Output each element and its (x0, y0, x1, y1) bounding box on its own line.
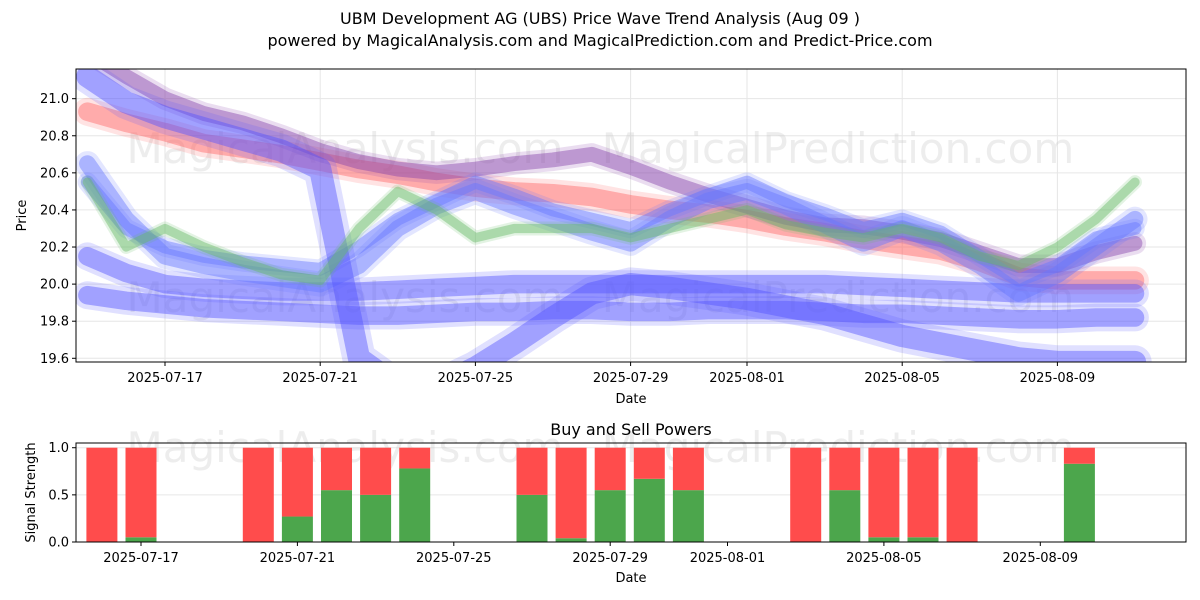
y-tick-label: 20.6 (40, 166, 69, 181)
x-tick-label: 2025-08-01 (709, 371, 785, 386)
buy-bar (594, 490, 626, 542)
buy-bar (868, 537, 900, 542)
sell-bar (594, 447, 626, 491)
buy-bar (281, 516, 313, 542)
buy-bar (555, 538, 587, 542)
blue-drop-band (76, 69, 1147, 362)
blue-wave-2-halo (77, 172, 1145, 291)
green-band-halo (80, 175, 1142, 288)
x-tick-label: 2025-08-09 (1020, 371, 1096, 386)
watermark: MagicalPrediction.com (602, 124, 1075, 173)
blue-wave-1 (79, 155, 1144, 302)
chart-subtitle: powered by MagicalAnalysis.com and Magic… (267, 31, 933, 50)
blue-drop-band-halo (76, 69, 1152, 362)
buy-bar (633, 478, 665, 542)
y-axis-label: Signal Strength (24, 442, 39, 542)
y-tick-label: 20.8 (40, 129, 69, 144)
x-tick-label: 2025-07-17 (127, 371, 203, 386)
y-tick-label: 20.0 (40, 278, 69, 293)
y-tick-label: 20.4 (40, 203, 69, 218)
x-tick-label: 2025-07-17 (103, 551, 179, 566)
watermark: MagicalAnalysis.com (127, 124, 564, 173)
price-plot: MagicalAnalysis.com MagicalPrediction.com… (15, 68, 1187, 407)
buy-bar (516, 494, 548, 542)
blue-low-band-halo (76, 281, 1149, 334)
sell-bar (125, 447, 157, 538)
buy-bar (1063, 463, 1095, 542)
sell-bar (907, 447, 939, 538)
sell-bar (790, 447, 822, 542)
band-group (76, 69, 1152, 362)
purple-band-halo (93, 69, 1147, 277)
buy-bar (321, 490, 352, 542)
sell-bar (86, 447, 118, 542)
blue-wave-1-halo (76, 151, 1148, 306)
plot-frame (75, 442, 1187, 543)
y-tick-label: 19.8 (40, 315, 69, 330)
buy-bar (829, 490, 861, 542)
buy-bar (399, 468, 431, 542)
sell-bar (1063, 447, 1095, 464)
watermark: MagicalAnalysis.com (127, 273, 564, 322)
sell-bar (633, 447, 665, 479)
blue-wave-2 (80, 175, 1142, 287)
blue-mid-band-halo (76, 242, 1149, 308)
x-tick-label: 2025-07-21 (260, 551, 336, 566)
green-band (82, 177, 1140, 286)
x-axis-label: Date (615, 392, 646, 407)
sell-bar (242, 447, 274, 542)
y-tick-label: 20.2 (40, 241, 69, 256)
blue-mid-band (78, 247, 1145, 303)
chart-title: UBM Development AG (UBS) Price Wave Tren… (340, 9, 860, 28)
sell-bar (281, 447, 313, 517)
y-axis-label: Price (15, 200, 30, 232)
buy-bar (907, 537, 939, 542)
sell-bar (672, 447, 704, 491)
y-tick-label: 19.6 (40, 352, 69, 367)
signal-plot: MagicalAnalysis.com MagicalPrediction.com… (24, 420, 1187, 586)
sell-bar (321, 447, 352, 491)
red-trend-band (78, 102, 1145, 290)
buy-bar (672, 490, 704, 542)
sell-bar (516, 447, 548, 495)
y-tick-label: 1.0 (48, 441, 69, 456)
watermark: MagicalPrediction.com (602, 273, 1075, 322)
subplot-title: Buy and Sell Powers (550, 420, 712, 439)
x-tick-label: 2025-08-09 (1003, 551, 1079, 566)
buy-bar (360, 494, 392, 542)
red-trend-band-halo (76, 97, 1149, 295)
sell-bar (829, 447, 861, 491)
buy-bar (125, 537, 157, 542)
purple-band (100, 69, 1143, 274)
sell-bar (868, 447, 900, 538)
sell-bar (946, 447, 978, 542)
x-tick-label: 2025-07-21 (282, 371, 358, 386)
sell-bar (555, 447, 587, 539)
x-tick-label: 2025-07-25 (416, 551, 492, 566)
sell-bar (360, 447, 392, 495)
x-tick-label: 2025-08-01 (690, 551, 766, 566)
x-tick-label: 2025-07-29 (572, 551, 648, 566)
x-tick-label: 2025-08-05 (846, 551, 922, 566)
y-tick-label: 0.0 (48, 536, 69, 551)
x-axis-label: Date (615, 571, 646, 586)
sell-bar (399, 447, 431, 469)
y-tick-label: 0.5 (48, 488, 69, 503)
x-tick-label: 2025-08-05 (864, 371, 940, 386)
x-tick-label: 2025-07-29 (593, 371, 669, 386)
x-tick-label: 2025-07-25 (438, 371, 514, 386)
blue-low-band (78, 285, 1145, 329)
y-tick-label: 21.0 (40, 92, 69, 107)
